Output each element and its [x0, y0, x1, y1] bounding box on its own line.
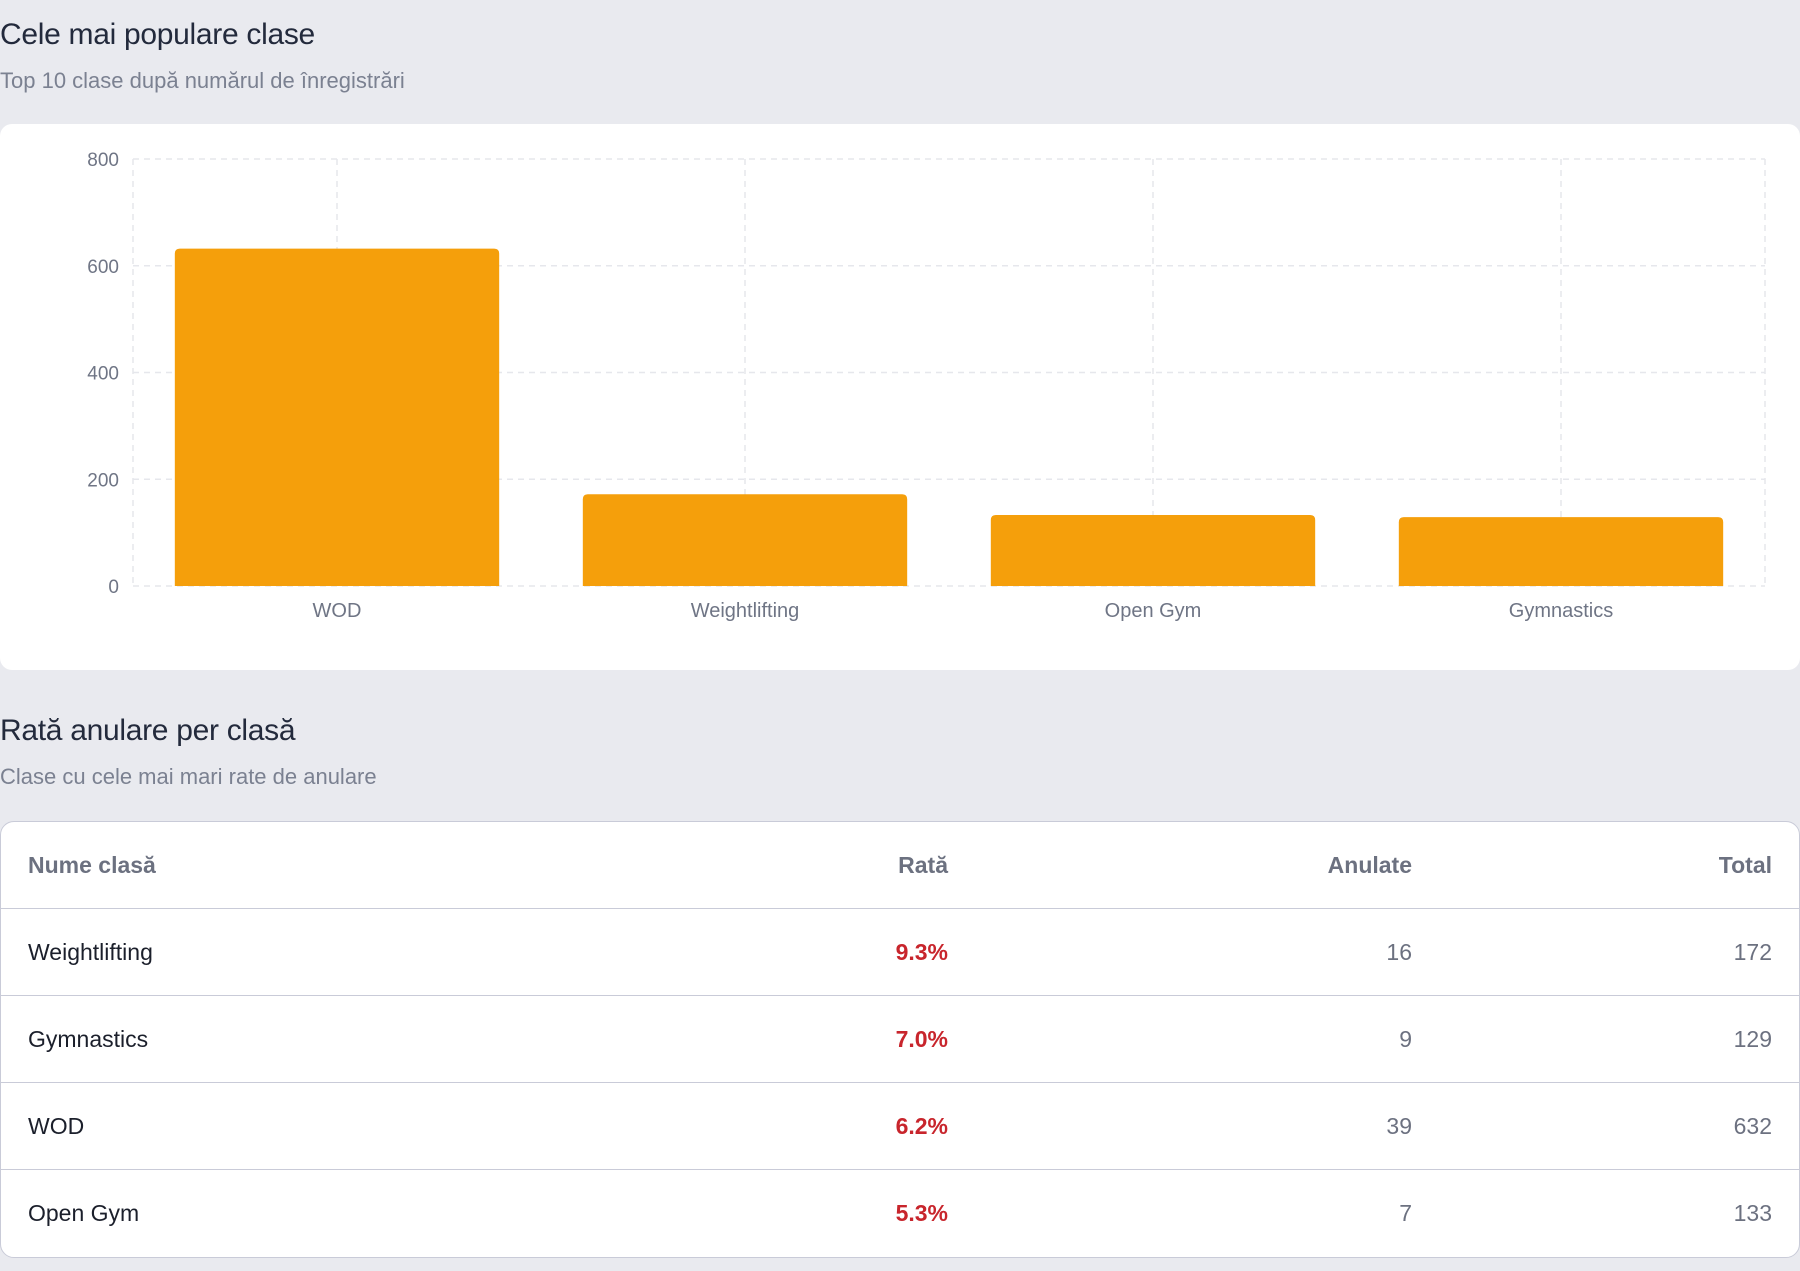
- x-category-label: Weightlifting: [691, 600, 800, 622]
- table-header-row: Nume clasă Rată Anulate Total: [1, 822, 1799, 909]
- row-rate: 9.3%: [895, 939, 948, 965]
- header-class-name[interactable]: Nume clasă: [28, 852, 156, 878]
- x-category-label: Open Gym: [1105, 600, 1202, 622]
- table-row: Gymnastics 7.0% 9 129: [1, 996, 1799, 1083]
- popular-classes-bar-chart: 0 200 400 600 800 WOD Weightlifting Open Gym Gym…: [87, 150, 1766, 622]
- row-class-name: WOD: [28, 1113, 85, 1139]
- y-tick-label: 600: [87, 257, 119, 278]
- cancellation-rate-table: Nume clasă Rată Anulate Total Weightlift…: [0, 821, 1800, 1258]
- row-cancelled: 9: [1399, 1026, 1412, 1052]
- row-total: 632: [1733, 1113, 1772, 1139]
- y-tick-label: 400: [87, 364, 119, 385]
- header-rate[interactable]: Rată: [898, 852, 948, 878]
- row-total: 133: [1733, 1200, 1772, 1226]
- row-class-name: Gymnastics: [28, 1026, 149, 1052]
- row-class-name: Open Gym: [28, 1200, 140, 1226]
- table-row: Weightlifting 9.3% 16 172: [1, 909, 1799, 996]
- header-total[interactable]: Total: [1718, 852, 1772, 878]
- row-rate: 6.2%: [895, 1113, 948, 1139]
- bar-weightlifting: [582, 494, 908, 586]
- table-row: Open Gym 5.3% 7 133: [1, 1170, 1799, 1257]
- cancellation-rate-title: Rată anulare per clasă: [0, 714, 296, 747]
- table-row: WOD 6.2% 39 632: [1, 1083, 1799, 1170]
- row-class-name: Weightlifting: [28, 939, 153, 965]
- y-tick-label: 0: [108, 577, 119, 598]
- popular-classes-subtitle: Top 10 clase după numărul de înregistrăr…: [0, 68, 405, 93]
- row-cancelled: 16: [1386, 939, 1412, 965]
- cancellation-rate-subtitle: Clase cu cele mai mari rate de anulare: [0, 764, 377, 789]
- row-total: 129: [1733, 1026, 1772, 1052]
- row-cancelled: 39: [1386, 1113, 1412, 1139]
- row-rate: 7.0%: [895, 1026, 948, 1052]
- bar-wod: [174, 248, 500, 587]
- x-category-label: Gymnastics: [1509, 600, 1613, 622]
- y-tick-label: 200: [87, 470, 119, 491]
- row-cancelled: 7: [1399, 1200, 1412, 1226]
- x-category-label: WOD: [313, 600, 362, 622]
- bar-gymnastics: [1398, 517, 1724, 586]
- row-rate: 5.3%: [895, 1200, 948, 1226]
- row-total: 172: [1733, 939, 1772, 965]
- y-tick-label: 800: [87, 150, 119, 171]
- popular-classes-chart-card: 0 200 400 600 800 WOD Weightlifting Open Gym Gym…: [0, 124, 1800, 670]
- popular-classes-title: Cele mai populare clase: [0, 18, 315, 51]
- header-cancelled[interactable]: Anulate: [1327, 852, 1412, 878]
- bar-open-gym: [990, 515, 1316, 586]
